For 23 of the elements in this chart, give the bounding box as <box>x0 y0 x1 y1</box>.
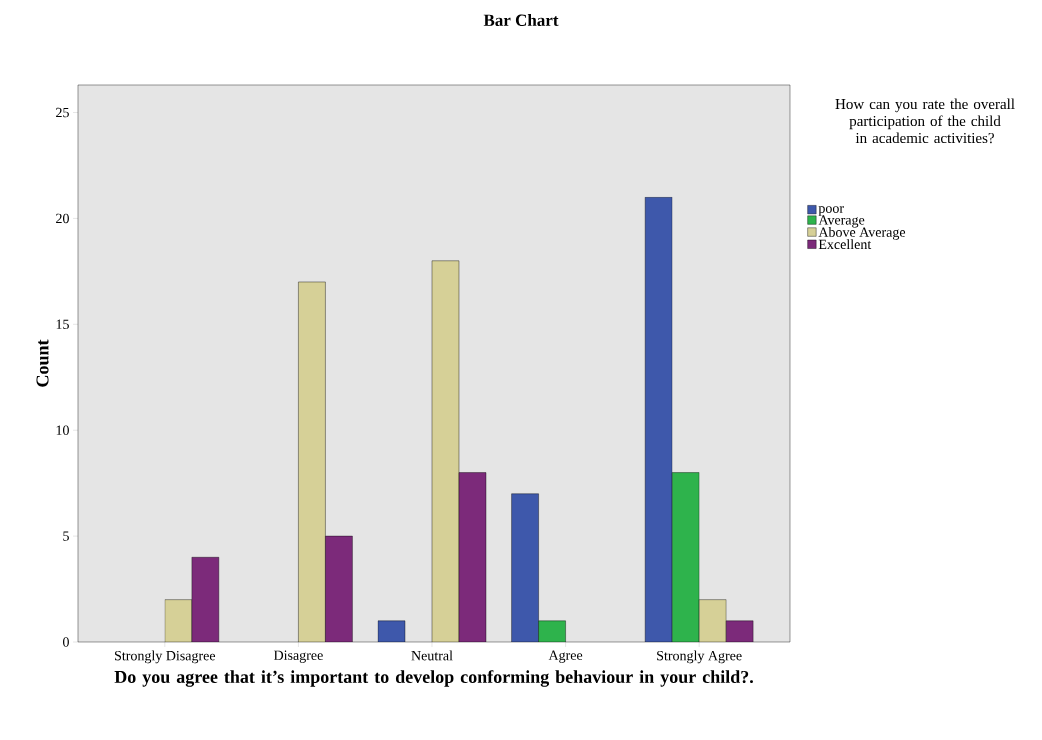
y-tick-label: 5 <box>63 531 69 541</box>
y-tick-label: 0 <box>63 637 69 647</box>
bar <box>725 620 754 642</box>
bar <box>191 557 220 642</box>
legend-label: Above Average <box>818 227 906 240</box>
x-tick-label: Strongly Agree <box>657 650 742 664</box>
y-tick-label: 10 <box>56 425 69 435</box>
y-axis-title: Count <box>36 339 49 387</box>
x-tick-label: Neutral <box>411 650 453 661</box>
legend-label: Average <box>818 215 865 228</box>
bar <box>325 535 353 642</box>
y-tick-label: 15 <box>56 319 69 330</box>
y-tick-label: 25 <box>56 107 69 118</box>
x-tick-label: Disagree <box>273 650 323 663</box>
bar <box>458 472 487 642</box>
y-tick-label: 20 <box>56 213 69 224</box>
legend-label: Excellent <box>818 239 872 250</box>
x-tick-label: Strongly Disagree <box>115 650 216 664</box>
x-axis-title: Do you agree that it’s important to develop conforming behaviour in your child?. <box>114 670 753 687</box>
x-tick-label: Agree <box>548 650 583 663</box>
chart-title: Bar Chart <box>483 14 559 26</box>
legend-title: How can you rate the overall participation of the child in academic activities? <box>835 98 1015 144</box>
legend-label: poor <box>818 206 844 216</box>
